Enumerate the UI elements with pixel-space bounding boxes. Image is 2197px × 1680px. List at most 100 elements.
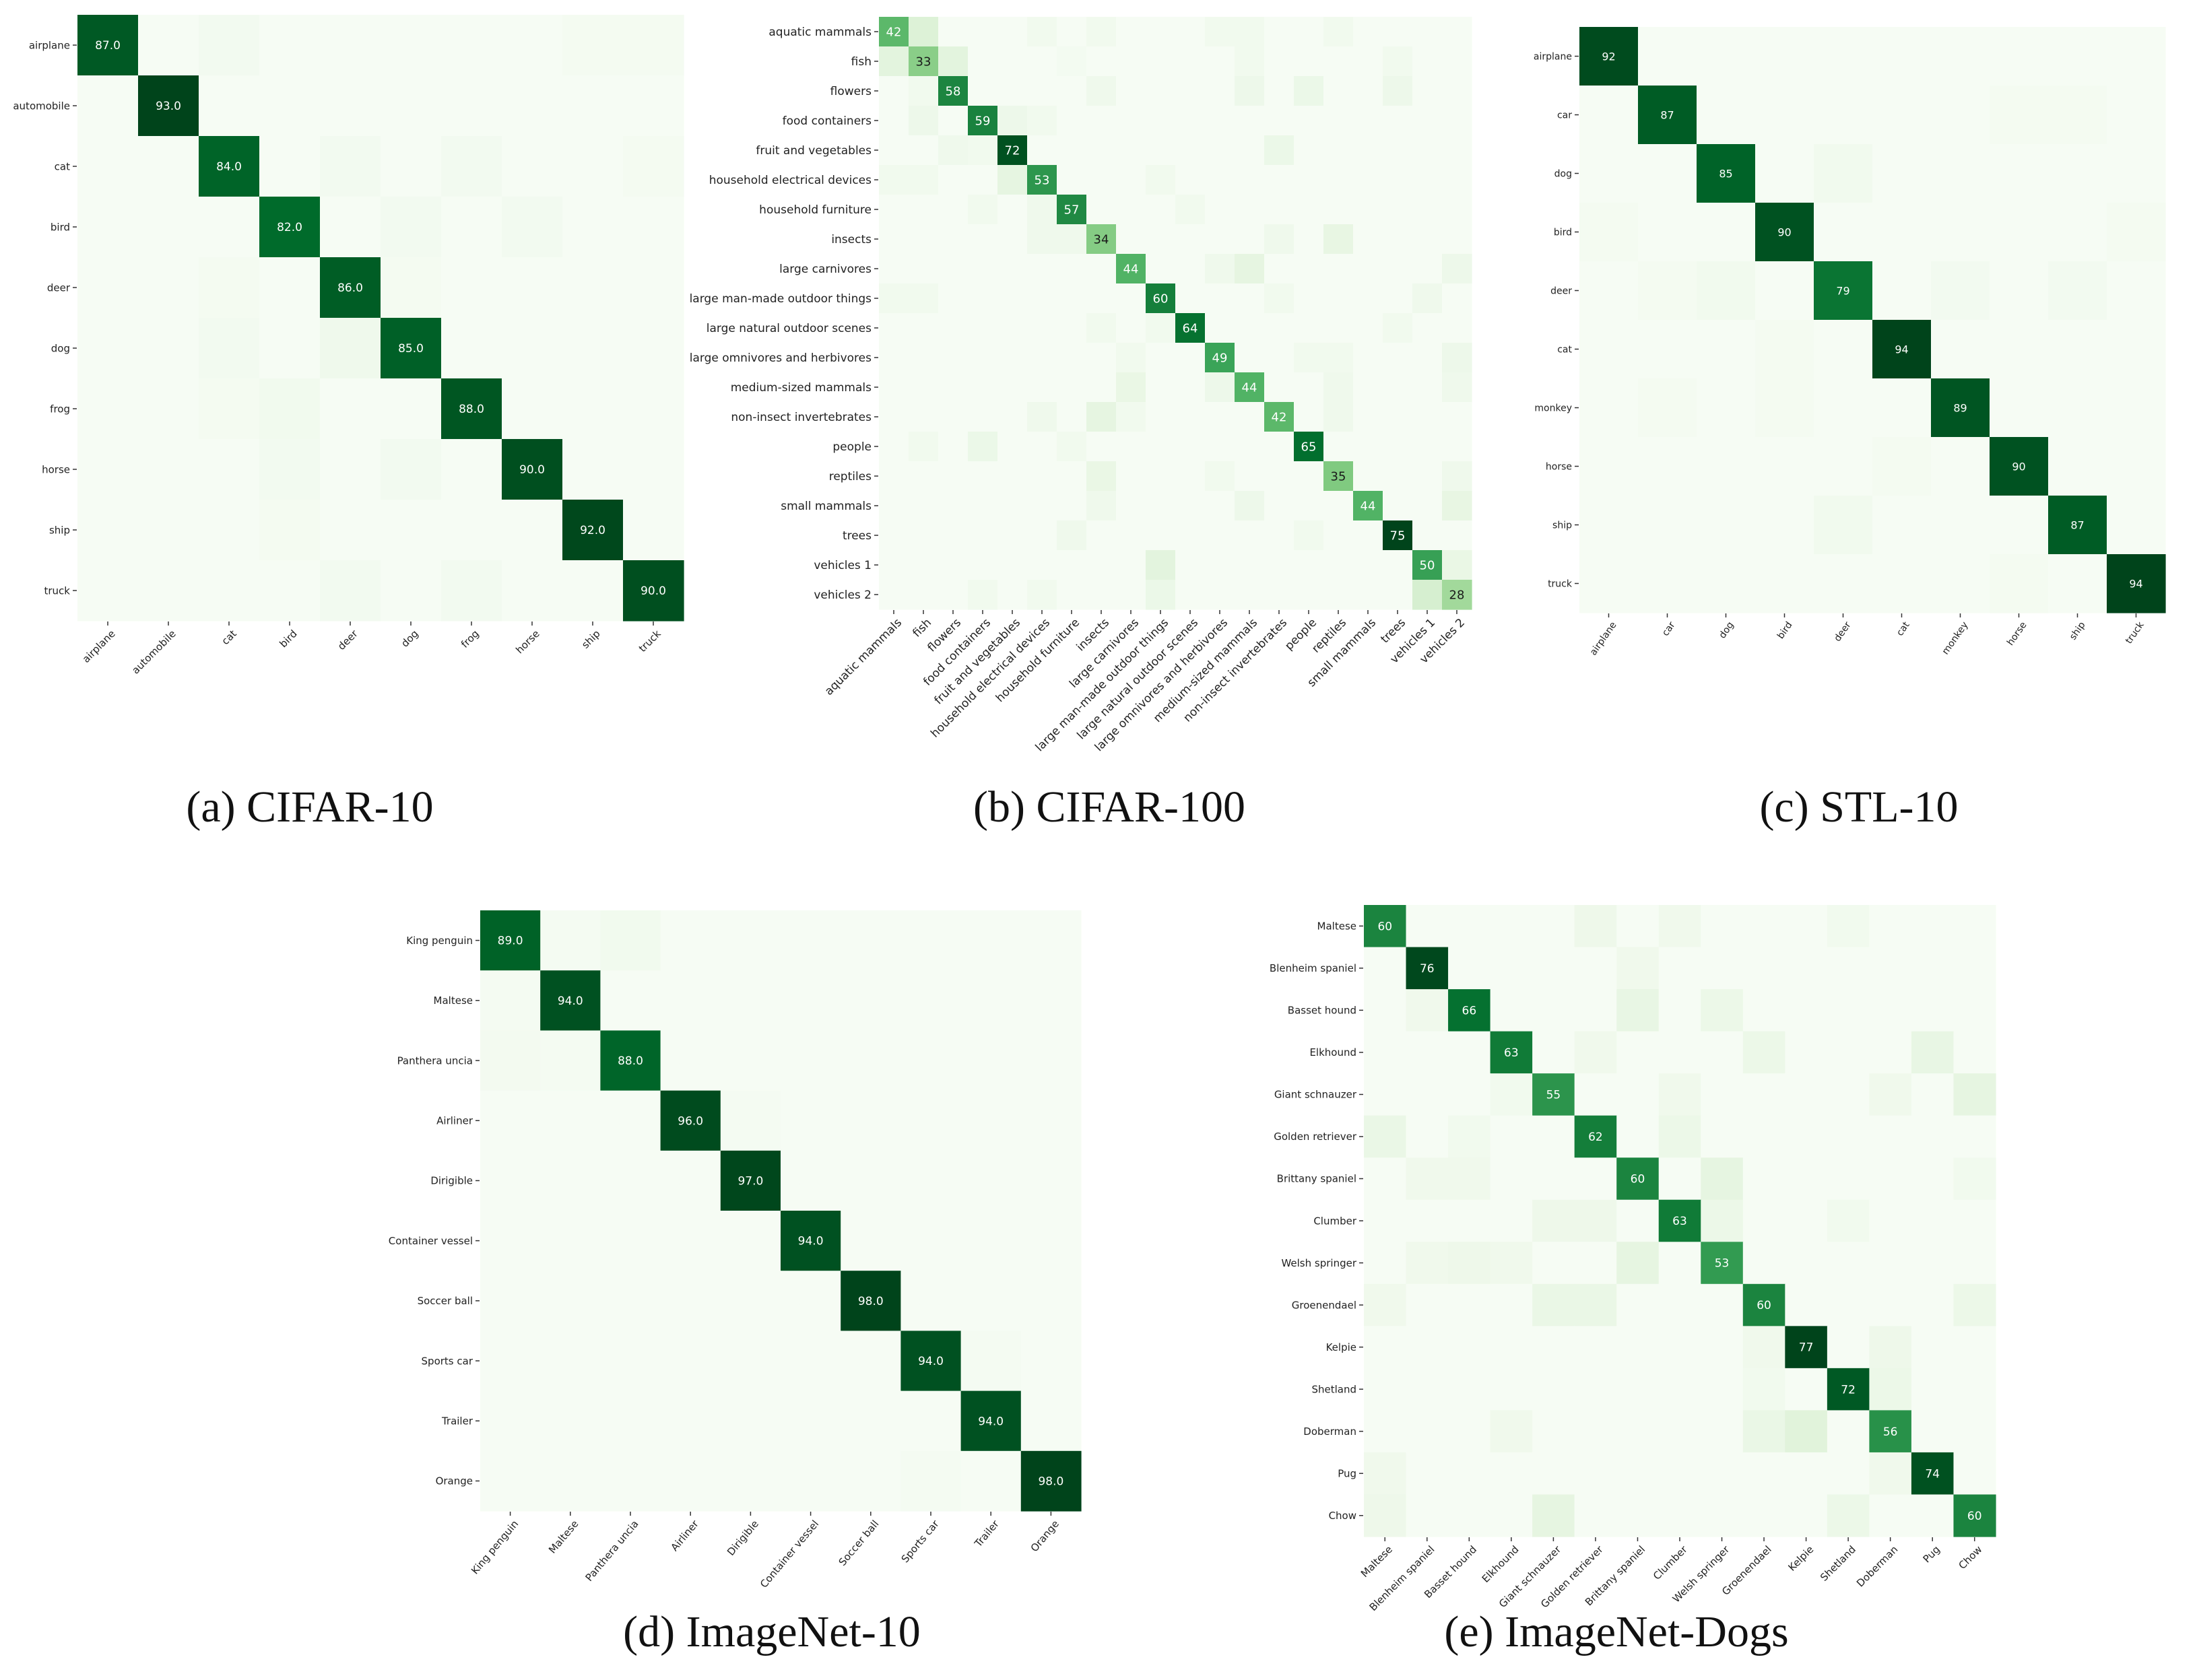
heatmap-cell	[1057, 283, 1087, 314]
heatmap-cell	[1406, 1031, 1449, 1074]
heatmap-cell	[441, 136, 502, 197]
heatmap-cell	[900, 970, 962, 1031]
heatmap-cell	[1027, 106, 1057, 136]
heatmap-cell	[1264, 17, 1294, 47]
diagonal-cell	[1020, 1450, 1082, 1512]
heatmap-cell	[1742, 989, 1785, 1032]
heatmap-cell	[1264, 491, 1294, 521]
heatmap-cell	[1175, 372, 1206, 403]
heatmap-cell	[1235, 46, 1265, 77]
heatmap-cell	[1579, 320, 1639, 379]
cell-value-label: 65	[1301, 440, 1317, 454]
heatmap-cell	[1953, 1283, 1996, 1326]
heatmap-cell	[1294, 343, 1324, 373]
row-label: deer	[1550, 285, 1572, 296]
heatmap-cell	[1412, 283, 1443, 314]
heatmap-cell	[1872, 261, 1932, 321]
heatmap-cell	[1264, 195, 1294, 225]
heatmap-cell	[879, 165, 909, 195]
heatmap-cell	[720, 1390, 781, 1452]
cell-value-label: 56	[1883, 1425, 1898, 1439]
heatmap-cell	[199, 197, 260, 258]
heatmap-cell	[900, 910, 962, 971]
heatmap-cell	[1638, 203, 1697, 262]
cell-value-label: 77	[1799, 1341, 1814, 1355]
heatmap-cell	[997, 432, 1028, 462]
diagonal-cell	[1116, 254, 1146, 284]
heatmap-cell	[1658, 1410, 1701, 1453]
heatmap-cell	[1205, 550, 1235, 580]
heatmap-cell	[259, 15, 321, 76]
heatmap-cell	[320, 318, 381, 379]
heatmap-cell	[968, 224, 998, 255]
heatmap-cell	[77, 318, 139, 379]
heatmap-cell	[841, 1450, 901, 1512]
cell-value-label: 63	[1672, 1215, 1687, 1228]
heatmap-cell	[1755, 437, 1814, 496]
heatmap-cell	[1146, 224, 1176, 255]
row-label: truck	[44, 584, 71, 597]
diagonal-cell	[968, 106, 998, 136]
heatmap-cell	[441, 15, 502, 76]
heatmap-cell	[1353, 372, 1383, 403]
heatmap-cell	[938, 224, 969, 255]
heatmap-cell	[1448, 947, 1491, 990]
heatmap-cell	[1872, 27, 1932, 86]
cell-value-label: 28	[1449, 588, 1465, 602]
cell-value-label: 92	[1602, 50, 1615, 63]
heatmap-cell	[938, 343, 969, 373]
heatmap-cell	[1658, 1283, 1701, 1326]
heatmap-cell	[997, 106, 1028, 136]
heatmap-cell	[1658, 1073, 1701, 1116]
heatmap-cell	[909, 195, 939, 225]
panel-imagenet-dogs: 60 76 66 63 55 62 60 63 53 60 77 72 56 74 60 Maltese Ble…	[1270, 905, 1996, 1613]
heatmap-cell	[623, 378, 684, 440]
row-label: Brittany spaniel	[1277, 1173, 1356, 1185]
diagonal-cell	[199, 136, 260, 197]
heatmap-cell	[1116, 283, 1146, 314]
heatmap-cell	[1412, 106, 1443, 136]
heatmap-cell	[1742, 905, 1785, 948]
row-label: Soccer ball	[418, 1295, 473, 1307]
row-label: Orange	[436, 1475, 473, 1487]
heatmap-cell	[1412, 46, 1443, 77]
heatmap-cell	[1953, 1368, 1996, 1411]
heatmap-cell	[660, 1030, 721, 1091]
heatmap-cell	[1383, 550, 1413, 580]
heatmap-cell	[1785, 1410, 1828, 1453]
heatmap-cell	[1294, 195, 1324, 225]
heatmap-cell	[502, 136, 563, 197]
heatmap-cell	[1911, 1242, 1955, 1285]
heatmap-cell	[1364, 1494, 1407, 1537]
heatmap-cell	[77, 136, 139, 197]
heatmap-cell	[259, 318, 321, 379]
heatmap-cell	[1579, 496, 1639, 555]
heatmap-cell	[1658, 989, 1701, 1032]
heatmap-cell	[968, 461, 998, 492]
heatmap-cell	[1911, 1073, 1955, 1116]
heatmap-cell	[1953, 1199, 1996, 1242]
diagonal-cell	[1294, 432, 1324, 462]
heatmap-cell	[1701, 905, 1744, 948]
row-label: Maltese	[1317, 920, 1356, 933]
diagonal-cell	[480, 910, 541, 971]
heatmap-cell	[600, 1390, 661, 1452]
heatmap-cell	[1412, 195, 1443, 225]
heatmap-cell	[1323, 402, 1354, 432]
heatmap-cell	[1294, 520, 1324, 551]
heatmap-cell	[1827, 1410, 1870, 1453]
heatmap-cell	[1827, 1283, 1870, 1326]
heatmap-cell	[1911, 1157, 1955, 1201]
heatmap-cell	[1264, 432, 1294, 462]
heatmap-cell	[900, 1271, 962, 1331]
cell-value-label: 84.0	[216, 160, 242, 174]
heatmap-cell	[1294, 106, 1324, 136]
diagonal-cell	[1785, 1326, 1828, 1369]
heatmap-cell	[841, 1211, 901, 1271]
heatmap-cell	[720, 1211, 781, 1271]
heatmap-cell	[502, 257, 563, 318]
heatmap-cell	[1235, 313, 1265, 343]
heatmap-cell	[1697, 261, 1756, 321]
heatmap-cell	[1701, 1031, 1744, 1074]
heatmap-cell	[1574, 1031, 1617, 1074]
